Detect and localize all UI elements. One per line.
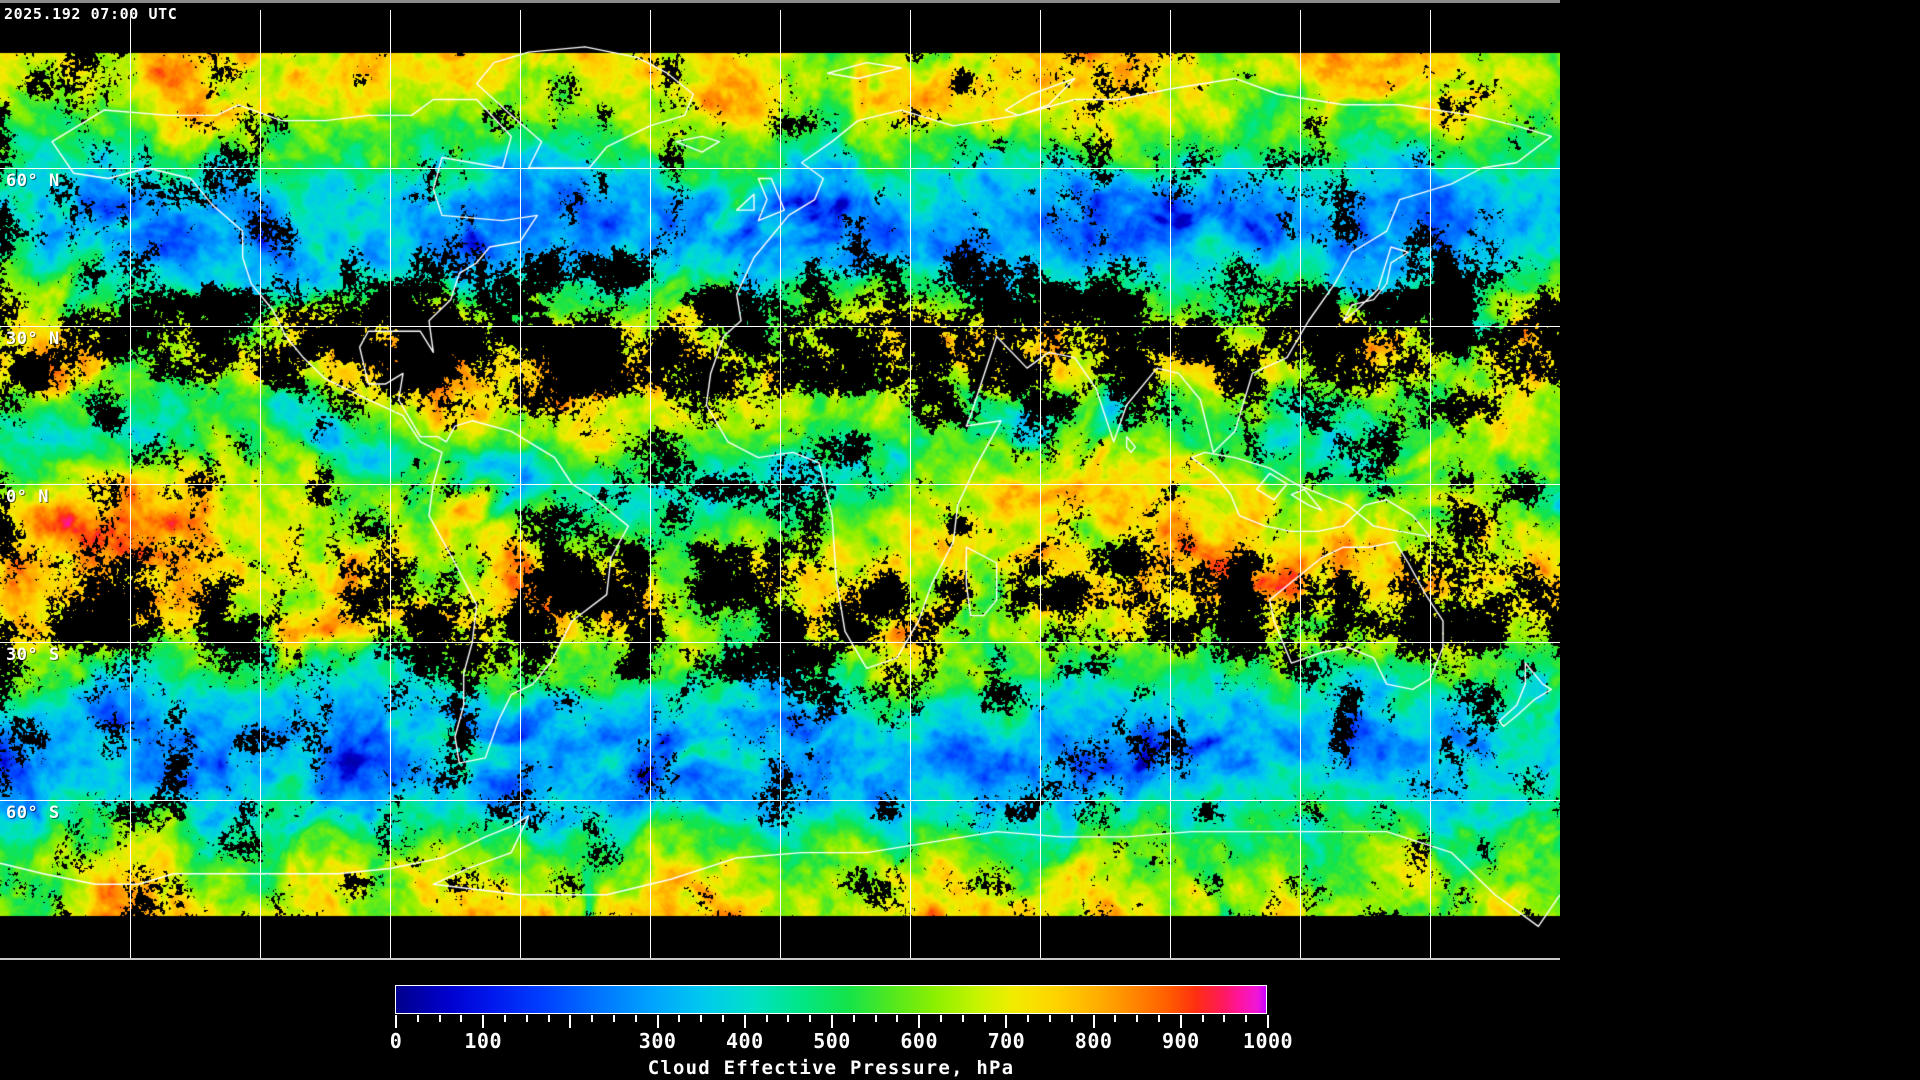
lat-label-1: 30° N	[6, 329, 60, 349]
colorbar-tick-725	[1027, 1015, 1030, 1022]
colorbar-label-500: 500	[813, 1029, 851, 1053]
colorbar-tick-250	[613, 1015, 615, 1022]
colorbar-tick-400	[743, 1015, 746, 1028]
colorbar-tick-0	[395, 1015, 397, 1028]
colorbar-tick-675	[983, 1015, 986, 1022]
timestamp-label: 2025.192 07:00 UTC	[4, 5, 178, 23]
colorbar-tick-175	[547, 1015, 550, 1022]
colorbar-tick-425	[765, 1015, 768, 1022]
colorbar-tick-950	[1223, 1015, 1226, 1022]
colorbar-tick-625	[940, 1015, 942, 1022]
colorbar-title: Cloud Effective Pressure, hPa	[647, 1057, 1015, 1079]
colorbar-tick-75	[460, 1015, 463, 1022]
colorbar-tick-850	[1136, 1015, 1139, 1022]
lat-label-4: 60° S	[6, 803, 60, 823]
colorbar-tick-150	[525, 1015, 528, 1022]
colorbar-label-600: 600	[900, 1029, 938, 1053]
colorbar-tick-125	[504, 1015, 506, 1022]
colorbar-label-1000: 1000	[1242, 1029, 1294, 1053]
colorbar-tick-925	[1201, 1015, 1204, 1022]
lat-label-3: 30° S	[6, 645, 60, 665]
colorbar-label-300: 300	[638, 1029, 677, 1053]
top-divider	[0, 0, 1560, 3]
cloud-pressure-map	[0, 10, 1560, 958]
colorbar-tick-275	[634, 1015, 637, 1022]
colorbar-tick-475	[809, 1015, 812, 1022]
colorbar-tick-650	[961, 1015, 964, 1022]
colorbar-tick-900	[1179, 1015, 1182, 1028]
colorbar-tick-750	[1049, 1015, 1051, 1022]
colorbar-tick-575	[896, 1015, 899, 1022]
colorbar-tick-1000	[1267, 1015, 1269, 1028]
colorbar-tick-525	[852, 1015, 855, 1022]
colorbar-label-900: 900	[1161, 1029, 1200, 1053]
colorbar-gradient	[395, 985, 1267, 1014]
colorbar-tick-100	[482, 1015, 485, 1028]
colorbar-tick-375	[722, 1015, 724, 1022]
colorbar-tick-550	[874, 1015, 877, 1022]
colorbar-tick-450	[787, 1015, 790, 1022]
map-bottom-divider	[0, 958, 1560, 960]
colorbar-tick-25	[416, 1015, 419, 1022]
colorbar-tick-700	[1005, 1015, 1008, 1028]
colorbar-tick-225	[591, 1015, 594, 1022]
colorbar-tick-325	[678, 1015, 681, 1022]
colorbar-tick-875	[1158, 1015, 1160, 1022]
map-panel: 60° N 30° N 0° N 30° S 60° S	[0, 10, 1560, 958]
colorbar-tick-300	[656, 1015, 659, 1028]
colorbar-label-700: 700	[987, 1029, 1026, 1053]
figure-panel: 2025.192 07:00 UTC 60° N 30° N 0° N 30° S 60…	[0, 0, 1560, 1080]
colorbar-tick-600	[918, 1015, 921, 1028]
colorbar-tick-500	[831, 1015, 833, 1028]
colorbar-tick-50	[438, 1015, 441, 1022]
colorbar-label-100: 100	[464, 1029, 502, 1053]
colorbar-tick-975	[1245, 1015, 1248, 1022]
colorbar-tick-350	[700, 1015, 703, 1022]
right-margin	[1560, 0, 1920, 1080]
colorbar-label-0: 0	[389, 1029, 403, 1053]
lat-label-2: 0° N	[6, 487, 49, 507]
colorbar-tick-775	[1070, 1015, 1073, 1022]
colorbar-tick-825	[1114, 1015, 1117, 1022]
colorbar-block: 0 100 300 400 500 600 700 800 900 1000 Cloud Effe…	[0, 985, 1560, 1080]
colorbar-tick-200	[569, 1015, 572, 1028]
colorbar-tick-800	[1092, 1015, 1095, 1028]
lat-label-0: 60° N	[6, 171, 60, 191]
colorbar-label-400: 400	[725, 1029, 764, 1053]
colorbar-label-800: 800	[1074, 1029, 1113, 1053]
